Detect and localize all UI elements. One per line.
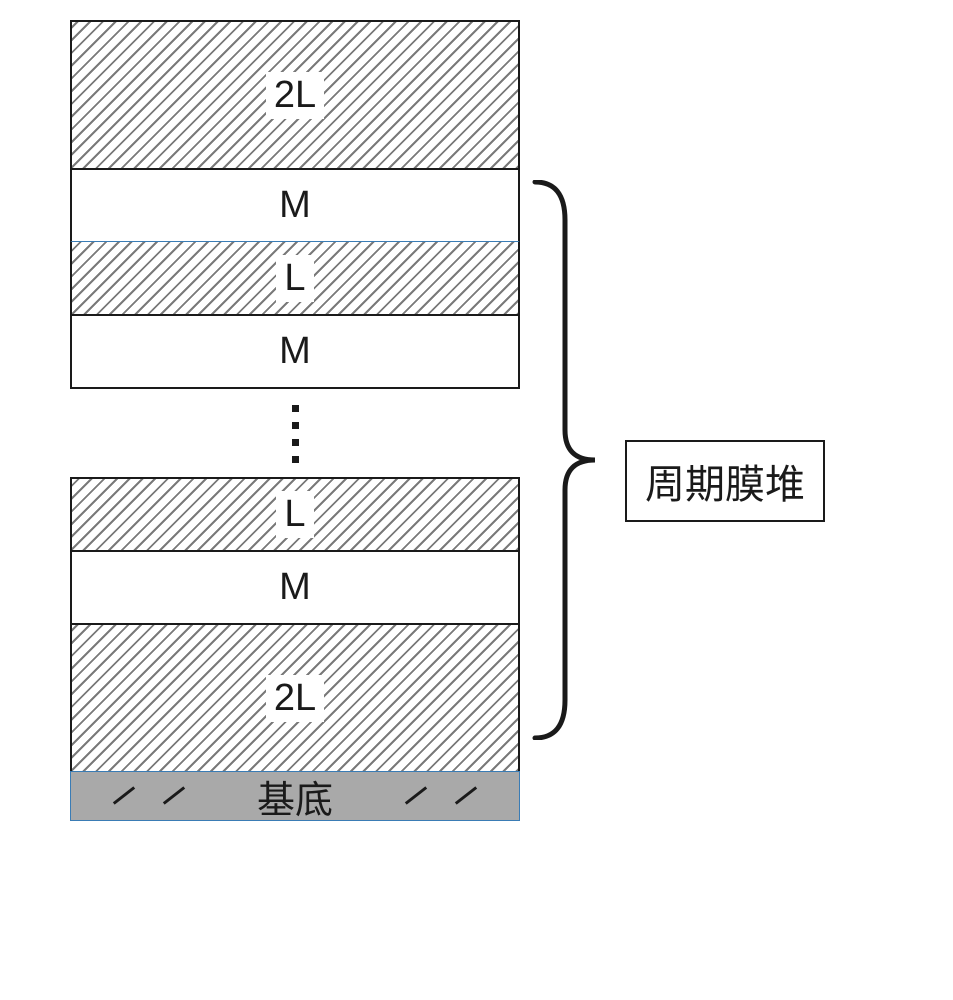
- brace-label: 周期膜堆: [625, 440, 825, 522]
- substrate-decor-slash: [405, 786, 427, 804]
- layer-label-m-1: M: [279, 184, 311, 227]
- layer-m-1: M: [70, 168, 520, 243]
- layer-substrate: 基底: [70, 771, 520, 821]
- dot: [292, 422, 299, 429]
- layer-m-3: M: [70, 550, 520, 625]
- layer-m-2: M: [70, 314, 520, 389]
- diagram-container: 2L M L M L M 2L 基底: [0, 0, 953, 1000]
- layer-label-substrate: 基底: [257, 771, 333, 821]
- substrate-decor-slash: [163, 786, 185, 804]
- dot: [292, 456, 299, 463]
- layer-l-2: L: [70, 477, 520, 552]
- substrate-decor-slash: [455, 786, 477, 804]
- layer-label-2l-top: 2L: [266, 72, 324, 119]
- brace-icon: [530, 180, 610, 740]
- layer-label-l-2: L: [276, 491, 313, 538]
- layer-label-2l-bottom: 2L: [266, 675, 324, 722]
- ellipsis-dots: [70, 389, 520, 479]
- substrate-decor-slash: [113, 786, 135, 804]
- layer-label-l-1: L: [276, 255, 313, 302]
- layer-2l-bottom: 2L: [70, 623, 520, 773]
- layer-2l-top: 2L: [70, 20, 520, 170]
- layer-stack: 2L M L M L M 2L 基底: [70, 20, 520, 821]
- layer-l-1: L: [70, 241, 520, 316]
- layer-label-m-3: M: [279, 566, 311, 609]
- layer-label-m-2: M: [279, 330, 311, 373]
- dot: [292, 439, 299, 446]
- dot: [292, 405, 299, 412]
